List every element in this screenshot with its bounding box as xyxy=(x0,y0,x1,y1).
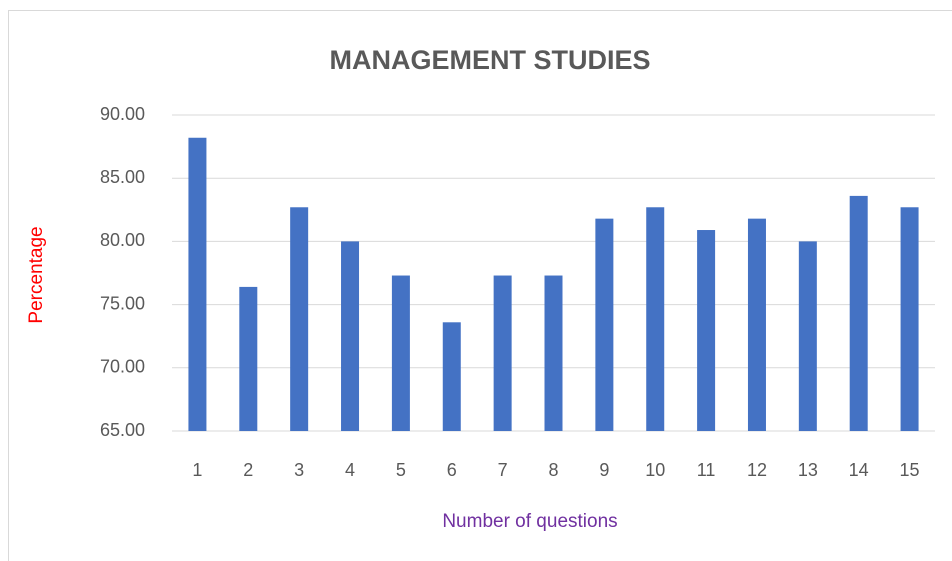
bar xyxy=(595,218,614,431)
x-tick-label: 6 xyxy=(447,460,457,480)
x-tick-label: 9 xyxy=(599,460,609,480)
bar xyxy=(239,286,258,431)
x-tick-label: 7 xyxy=(498,460,508,480)
bar xyxy=(646,207,665,431)
bar xyxy=(188,137,207,431)
x-tick-label: 1 xyxy=(192,460,202,480)
x-tick-label: 10 xyxy=(645,460,665,480)
y-tick-label: 85.00 xyxy=(100,167,145,187)
x-tick-label: 5 xyxy=(396,460,406,480)
bar xyxy=(341,241,360,431)
bar xyxy=(544,275,563,431)
bar xyxy=(747,218,766,431)
y-tick-label: 90.00 xyxy=(100,104,145,124)
chart-frame xyxy=(8,10,952,561)
x-axis-label: Number of questions xyxy=(442,511,617,532)
bar xyxy=(493,275,512,431)
y-tick-label: 70.00 xyxy=(100,357,145,377)
bar xyxy=(442,322,461,431)
bar xyxy=(849,195,868,431)
x-tick-label: 15 xyxy=(900,460,920,480)
x-tick-label: 11 xyxy=(697,460,716,480)
chart-title: MANAGEMENT STUDIES xyxy=(329,45,650,75)
bar xyxy=(697,230,716,431)
x-tick-label: 4 xyxy=(345,460,355,480)
y-tick-label: 65.00 xyxy=(100,420,145,440)
x-tick-label: 3 xyxy=(294,460,304,480)
bar xyxy=(900,207,919,431)
bar xyxy=(290,207,309,431)
bar xyxy=(391,275,410,431)
x-tick-label: 14 xyxy=(849,460,869,480)
x-tick-label: 2 xyxy=(243,460,253,480)
bar xyxy=(798,241,817,431)
y-axis-label: Percentage xyxy=(26,226,47,323)
y-tick-label: 80.00 xyxy=(100,230,145,250)
y-tick-label: 75.00 xyxy=(100,293,145,313)
x-tick-label: 13 xyxy=(798,460,818,480)
x-tick-label: 8 xyxy=(548,460,558,480)
x-tick-label: 12 xyxy=(747,460,767,480)
